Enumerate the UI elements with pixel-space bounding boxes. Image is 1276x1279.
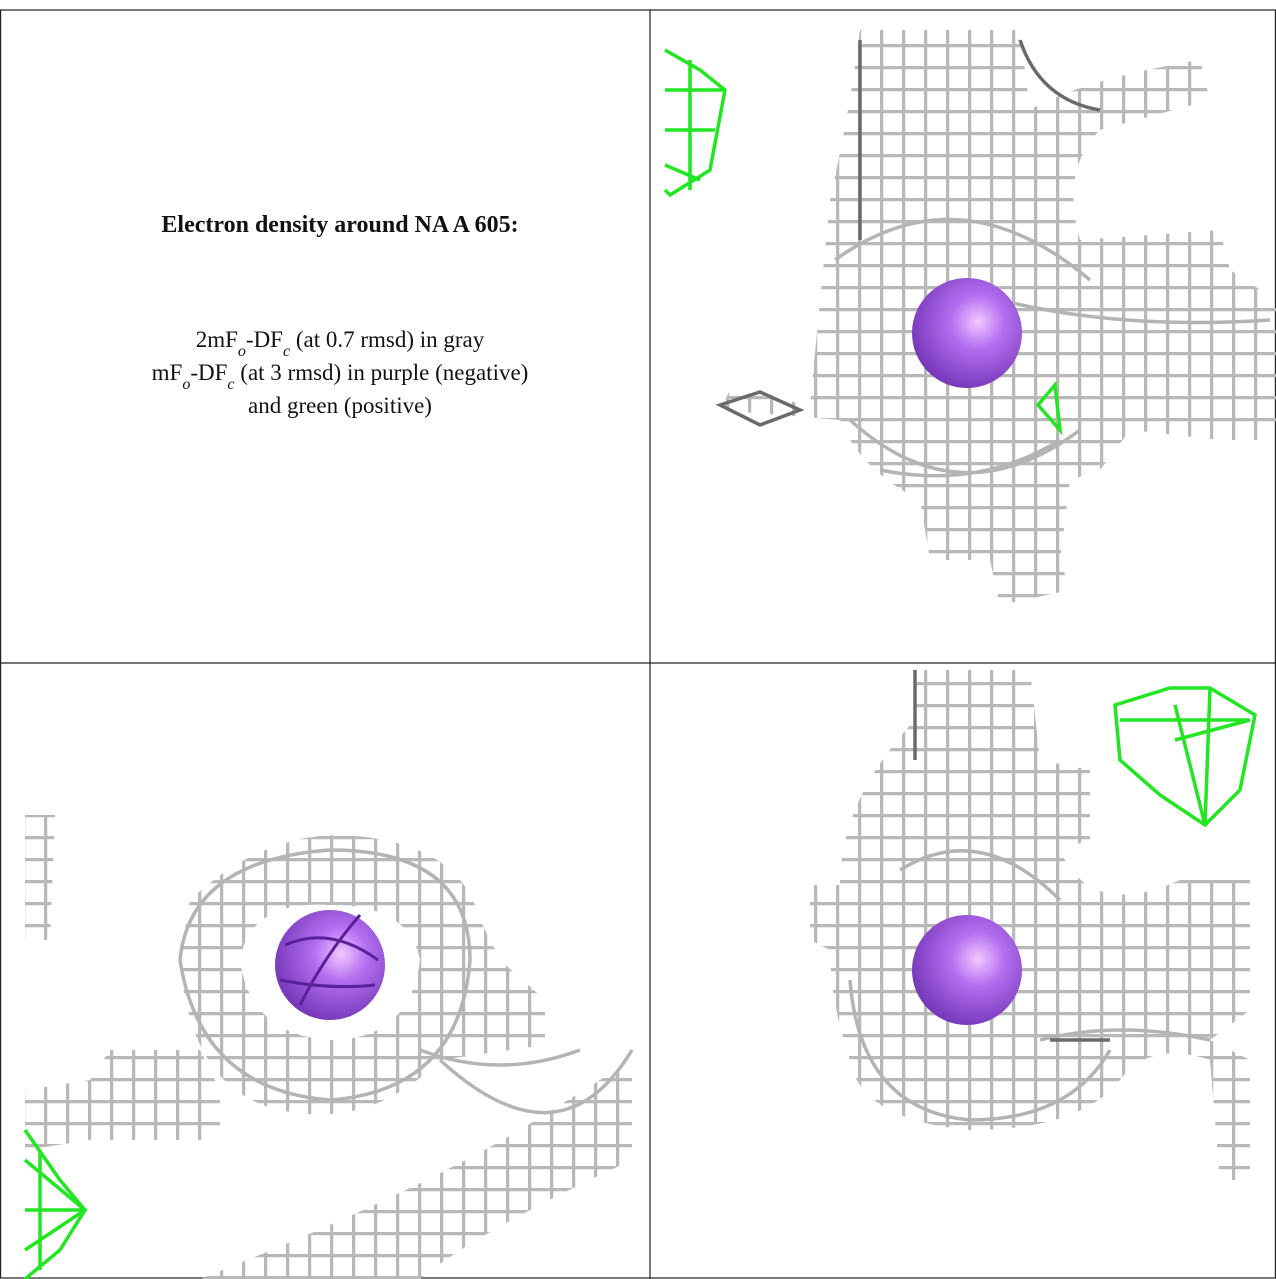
caption-line: and green (positive) — [248, 393, 432, 418]
sodium-ion — [275, 910, 385, 1020]
caption-text: (at 3 rmsd) in purple (negative) — [235, 360, 529, 385]
density-view-bottom-left — [23, 815, 634, 1279]
caption-text: -DF — [190, 360, 227, 385]
caption-title: Electron density around NA A 605: — [161, 212, 518, 238]
caption-panel: Electron density around NA A 605: 2mFo-D… — [152, 212, 529, 418]
panel-borders — [0, 9, 1276, 1279]
density-view-bottom-right — [810, 670, 1257, 1180]
caption-subscript: c — [283, 343, 290, 360]
sodium-ion — [912, 915, 1022, 1025]
caption-subscript: c — [227, 376, 234, 393]
caption-text: (at 0.7 rmsd) in gray — [290, 327, 485, 352]
caption-subscript: o — [182, 376, 190, 393]
density-view-top-right — [663, 30, 1276, 605]
sodium-ion — [912, 278, 1022, 388]
caption-text: 2mF — [196, 327, 238, 352]
caption-line: mFo-DFc (at 3 rmsd) in purple (negative) — [152, 360, 529, 393]
caption-text: -DF — [246, 327, 283, 352]
caption-subscript: o — [238, 343, 246, 360]
caption-text: mF — [152, 360, 183, 385]
caption-line: 2mFo-DFc (at 0.7 rmsd) in gray — [196, 327, 485, 360]
caption-text: and green (positive) — [248, 393, 432, 418]
